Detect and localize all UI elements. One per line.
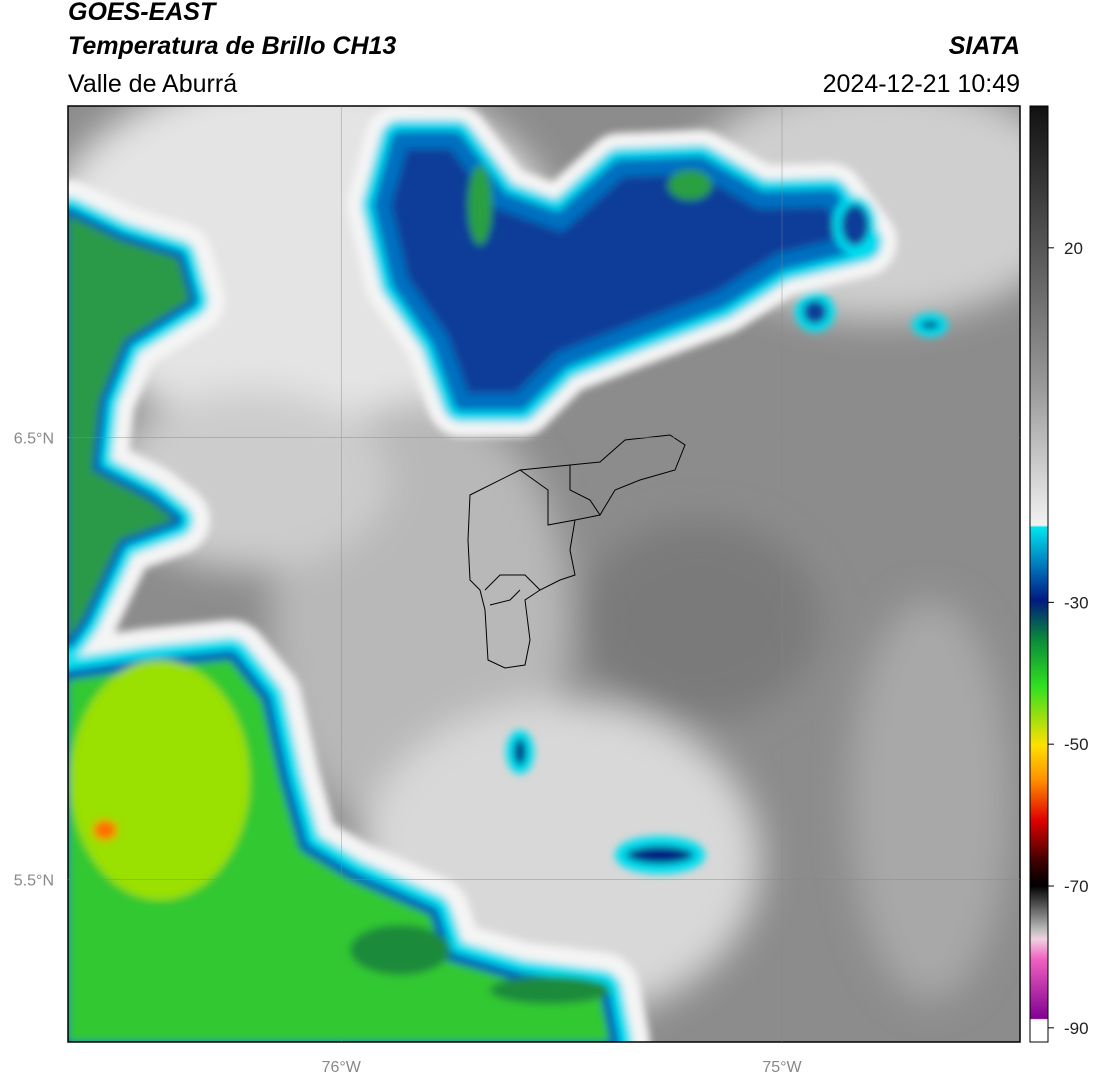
map-frame [67, 105, 1021, 1043]
colorbar-tick-label: 20 [1064, 239, 1083, 258]
colorbar-tick-label: -70 [1064, 877, 1089, 896]
subtitle: Temperatura de Brillo CH13 [68, 32, 396, 60]
colorbar-ticks: 20 -30 -50 -70 -90 [1048, 239, 1089, 1038]
lat-label: 5.5°N [14, 873, 54, 890]
datetime: 2024-12-21 10:49 [823, 70, 1020, 98]
title: GOES-EAST [68, 0, 218, 26]
lat-label: 6.5°N [14, 431, 54, 448]
lon-label: 75°W [762, 1059, 802, 1076]
satellite-image [68, 106, 1020, 1042]
colorbar [1029, 105, 1049, 1043]
basin-outline [467, 434, 686, 669]
region: Valle de Aburrá [68, 70, 237, 98]
source: SIATA [949, 32, 1020, 60]
lon-label: 76°W [322, 1059, 362, 1076]
colorbar-tick-label: -50 [1064, 735, 1089, 754]
colorbar-tick-label: -90 [1064, 1019, 1089, 1038]
graticule: 76°W 75°W 6.5°N 5.5°N [14, 106, 1020, 1076]
colorbar-tick-label: -30 [1064, 593, 1089, 612]
